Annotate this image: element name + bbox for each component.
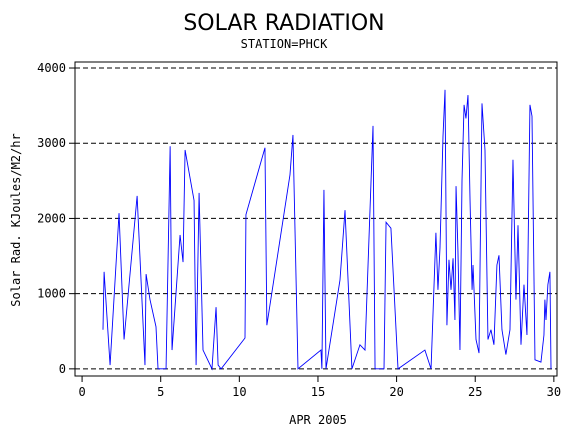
y-axis-label: Solar Rad. KJoules/M2/hr — [9, 133, 23, 306]
y-tick-label: 2000 — [37, 211, 66, 225]
x-tick-label: 25 — [468, 385, 482, 399]
x-tick-label: 10 — [232, 385, 246, 399]
x-axis-label: APR 2005 — [289, 413, 347, 427]
y-tick-label: 0 — [59, 362, 66, 376]
plot-frame — [74, 61, 558, 377]
x-tick-label: 0 — [78, 385, 85, 399]
x-tick-label: 20 — [389, 385, 403, 399]
x-tick-label: 5 — [157, 385, 164, 399]
chart-subtitle: STATION=PHCK — [241, 37, 328, 51]
data-line — [102, 89, 552, 371]
chart-title: SOLAR RADIATION — [183, 11, 384, 36]
y-tick-label: 1000 — [37, 287, 66, 301]
x-tick-label: 15 — [311, 385, 325, 399]
y-tick-label: 4000 — [37, 61, 66, 75]
y-tick-label: 3000 — [37, 136, 66, 150]
x-tick-label: 30 — [547, 385, 561, 399]
